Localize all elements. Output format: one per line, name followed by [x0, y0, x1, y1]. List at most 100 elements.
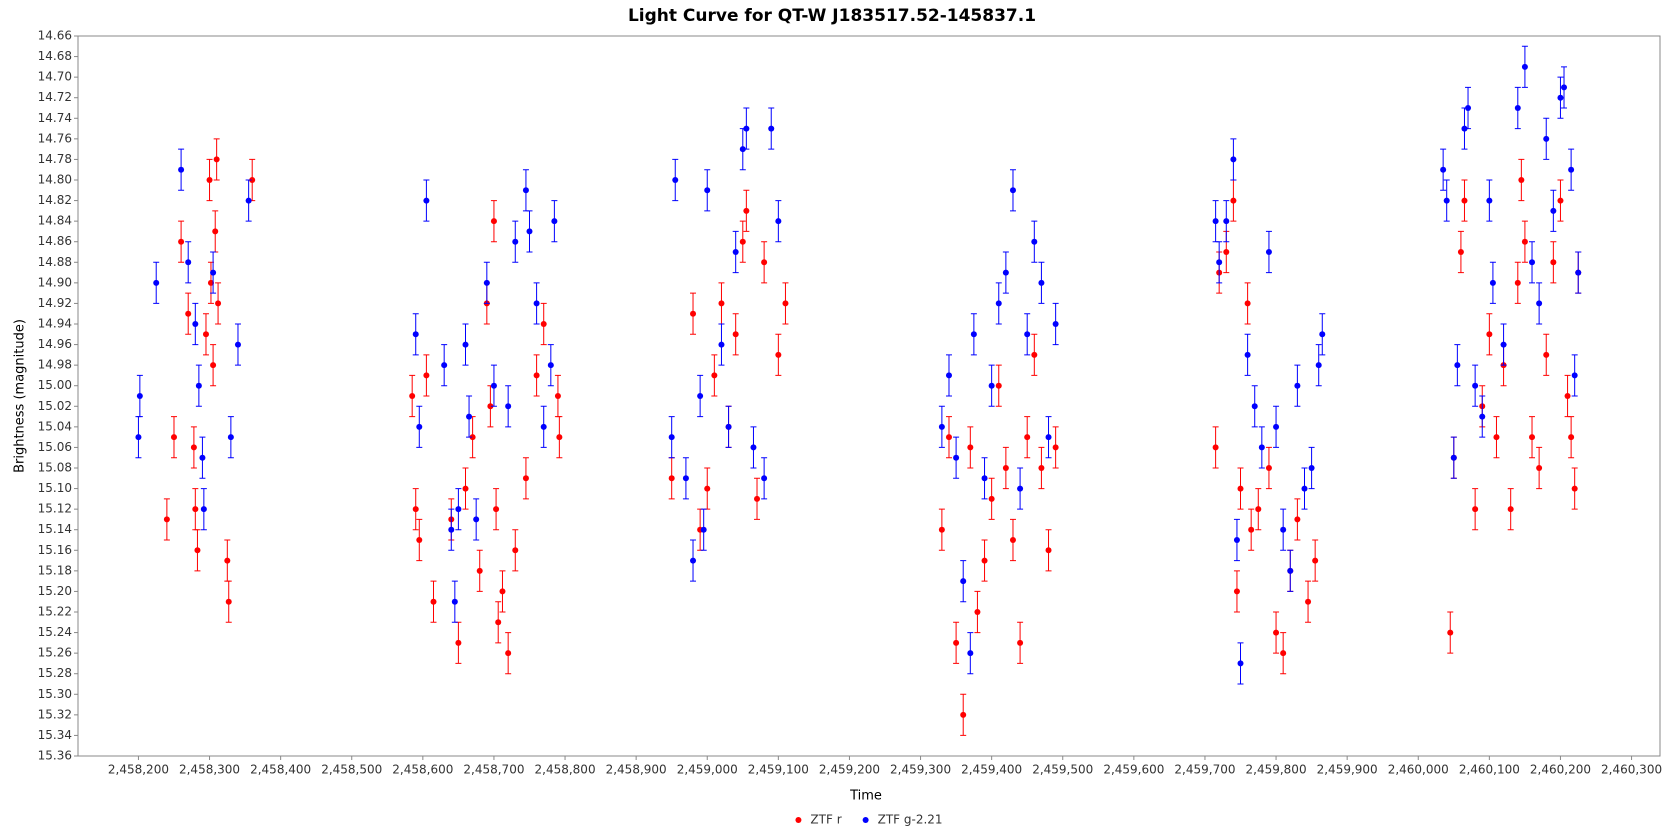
data-point [732, 249, 739, 255]
data-point [1457, 249, 1464, 255]
data-point [1529, 259, 1536, 266]
y-tick-label: 15.12 [38, 502, 72, 516]
data-point [1216, 259, 1223, 266]
y-tick-label: 15.06 [38, 440, 72, 454]
data-point [672, 177, 679, 183]
data-point [1258, 444, 1265, 451]
data-point [249, 177, 256, 183]
data-point [1265, 249, 1272, 255]
data-point [533, 300, 540, 307]
legend-marker [862, 817, 869, 823]
y-tick-label: 15.26 [38, 646, 72, 660]
data-point [1223, 218, 1230, 225]
x-tick-label: 2,458,200 [108, 763, 169, 777]
data-point [1550, 207, 1557, 214]
data-point [499, 588, 506, 595]
data-point [199, 454, 206, 461]
data-point [945, 372, 952, 379]
data-point [697, 393, 704, 399]
data-point [245, 197, 252, 204]
data-point [974, 609, 981, 615]
data-point [412, 506, 419, 513]
y-tick-label: 14.74 [38, 111, 72, 125]
data-point [1212, 444, 1219, 451]
y-tick-label: 14.92 [38, 296, 72, 310]
data-point [743, 207, 750, 214]
data-point [1536, 465, 1543, 471]
data-point [416, 423, 423, 430]
y-tick-label: 14.68 [38, 49, 72, 63]
data-point [483, 279, 490, 286]
x-tick-label: 2,458,800 [535, 763, 596, 777]
data-point [1312, 557, 1319, 564]
data-point [210, 269, 217, 276]
data-point [953, 639, 960, 646]
data-point [540, 321, 547, 327]
data-point [1571, 372, 1578, 379]
data-point [423, 372, 430, 379]
data-point [1045, 434, 1052, 441]
data-point [526, 228, 533, 235]
data-point [505, 403, 512, 410]
x-tick-label: 2,460,100 [1459, 763, 1520, 777]
legend-label: ZTF r [810, 813, 841, 827]
data-point [412, 331, 419, 338]
data-point [739, 238, 746, 245]
data-point [1550, 259, 1557, 266]
data-point [224, 557, 231, 564]
data-point [1017, 639, 1024, 646]
data-point [1052, 444, 1059, 451]
data-point [493, 506, 500, 513]
y-tick-label: 14.90 [38, 275, 72, 289]
data-point [1265, 465, 1272, 471]
data-point [455, 506, 462, 513]
data-point [153, 279, 160, 286]
data-point [1557, 197, 1564, 204]
data-point [1038, 465, 1045, 471]
data-point [1319, 331, 1326, 338]
data-point [690, 310, 697, 317]
data-point [1465, 105, 1472, 111]
data-point [981, 557, 988, 564]
x-tick-label: 2,458,500 [321, 763, 382, 777]
data-point [1273, 629, 1280, 636]
data-point [718, 341, 725, 348]
x-tick-label: 2,460,000 [1388, 763, 1449, 777]
x-tick-label: 2,458,300 [179, 763, 240, 777]
data-point [704, 485, 711, 492]
y-tick-label: 15.36 [38, 749, 72, 763]
data-point [988, 495, 995, 502]
data-point [1472, 506, 1479, 513]
data-point [1031, 238, 1038, 245]
data-point [451, 598, 458, 605]
data-point [718, 300, 725, 307]
data-point [1461, 197, 1468, 204]
data-point [960, 578, 967, 585]
y-tick-label: 15.00 [38, 378, 72, 392]
data-point [207, 279, 214, 286]
y-tick-label: 14.70 [38, 70, 72, 84]
x-tick-label: 2,459,800 [1246, 763, 1307, 777]
data-point [1237, 485, 1244, 492]
data-point [556, 434, 563, 441]
data-point [136, 393, 143, 399]
data-point [761, 259, 768, 266]
data-point [938, 526, 945, 533]
y-tick-label: 14.94 [38, 317, 72, 331]
data-point [430, 598, 437, 605]
y-tick-label: 15.14 [38, 522, 72, 536]
data-point [473, 516, 480, 523]
chart-title: Light Curve for QT-W J183517.52-145837.1 [628, 6, 1036, 26]
data-point [1024, 434, 1031, 441]
x-tick-label: 2,458,400 [250, 763, 311, 777]
data-point [1564, 393, 1571, 399]
data-point [1255, 506, 1262, 513]
data-point [490, 218, 497, 225]
data-point [1557, 94, 1564, 101]
data-point [163, 516, 170, 523]
data-point [1454, 362, 1461, 369]
data-point [1493, 434, 1500, 441]
data-point [1486, 197, 1493, 204]
y-tick-label: 15.22 [38, 605, 72, 619]
